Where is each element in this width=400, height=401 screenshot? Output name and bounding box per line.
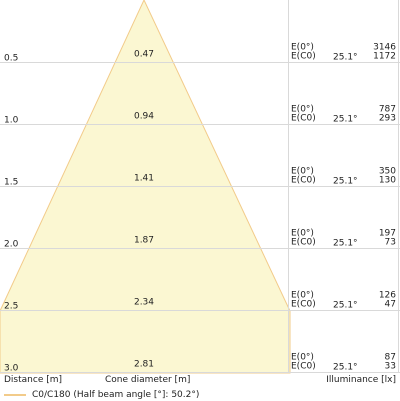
half-beam-angle-value: 25.1° <box>333 115 358 125</box>
ec0-illuminance-value: 130 <box>379 176 396 186</box>
distance-axis-label: Distance [m] <box>4 375 63 385</box>
e0-label: E(0°) <box>291 291 314 301</box>
half-beam-angle-value: 25.1° <box>333 177 358 187</box>
e0-label: E(0°) <box>291 43 314 53</box>
cone-diameter-value: 2.81 <box>134 360 154 370</box>
e0-illuminance-value: 87 <box>385 353 396 363</box>
distance-value: 3.0 <box>4 364 19 374</box>
e0-illuminance-value: 3146 <box>373 43 396 53</box>
ec0-illuminance-value: 293 <box>379 114 396 124</box>
legend-label: C0/C180 (Half beam angle [°]: 50.2°) <box>32 390 200 400</box>
cone-diameter-value: 2.34 <box>134 298 154 308</box>
distance-value: 2.0 <box>4 240 19 250</box>
ec0-illuminance-value: 73 <box>385 238 396 248</box>
e0-label: E(0°) <box>291 105 314 115</box>
ec0-label: E(C0) <box>291 176 316 186</box>
e0-label: E(0°) <box>291 353 314 363</box>
ec0-illuminance-value: 47 <box>385 300 396 310</box>
ec0-label: E(C0) <box>291 52 316 62</box>
ec0-label: E(C0) <box>291 114 316 124</box>
legend-line-swatch <box>4 394 26 396</box>
half-beam-angle-value: 25.1° <box>333 53 358 63</box>
grid-lines <box>0 0 400 373</box>
e0-illuminance-value: 350 <box>379 167 396 177</box>
e0-label: E(0°) <box>291 229 314 239</box>
distance-value: 0.5 <box>4 54 18 64</box>
e0-illuminance-value: 787 <box>379 105 396 115</box>
half-beam-angle-value: 25.1° <box>333 239 358 249</box>
legend: C0/C180 (Half beam angle [°]: 50.2°) <box>4 389 199 401</box>
ec0-label: E(C0) <box>291 238 316 248</box>
cone-diameter-value: 0.94 <box>134 112 154 122</box>
cone-diameter-axis-label: Cone diameter [m] <box>105 375 191 385</box>
illuminance-axis-label: Illuminance [lx] <box>326 375 396 385</box>
ec0-label: E(C0) <box>291 362 316 372</box>
e0-illuminance-value: 197 <box>379 229 396 239</box>
cone-diameter-value: 1.87 <box>134 236 154 246</box>
half-beam-angle-value: 25.1° <box>333 301 358 311</box>
half-beam-angle-value: 25.1° <box>333 363 358 373</box>
ec0-label: E(C0) <box>291 300 316 310</box>
e0-label: E(0°) <box>291 167 314 177</box>
cone-diameter-value: 0.47 <box>134 50 154 60</box>
distance-value: 1.0 <box>4 116 19 126</box>
cone-diameter-value: 1.41 <box>134 174 154 184</box>
ec0-illuminance-value: 33 <box>385 362 396 372</box>
ec0-illuminance-value: 1172 <box>373 52 396 62</box>
distance-value: 1.5 <box>4 178 18 188</box>
e0-illuminance-value: 126 <box>379 291 396 301</box>
distance-value: 2.5 <box>4 302 18 312</box>
